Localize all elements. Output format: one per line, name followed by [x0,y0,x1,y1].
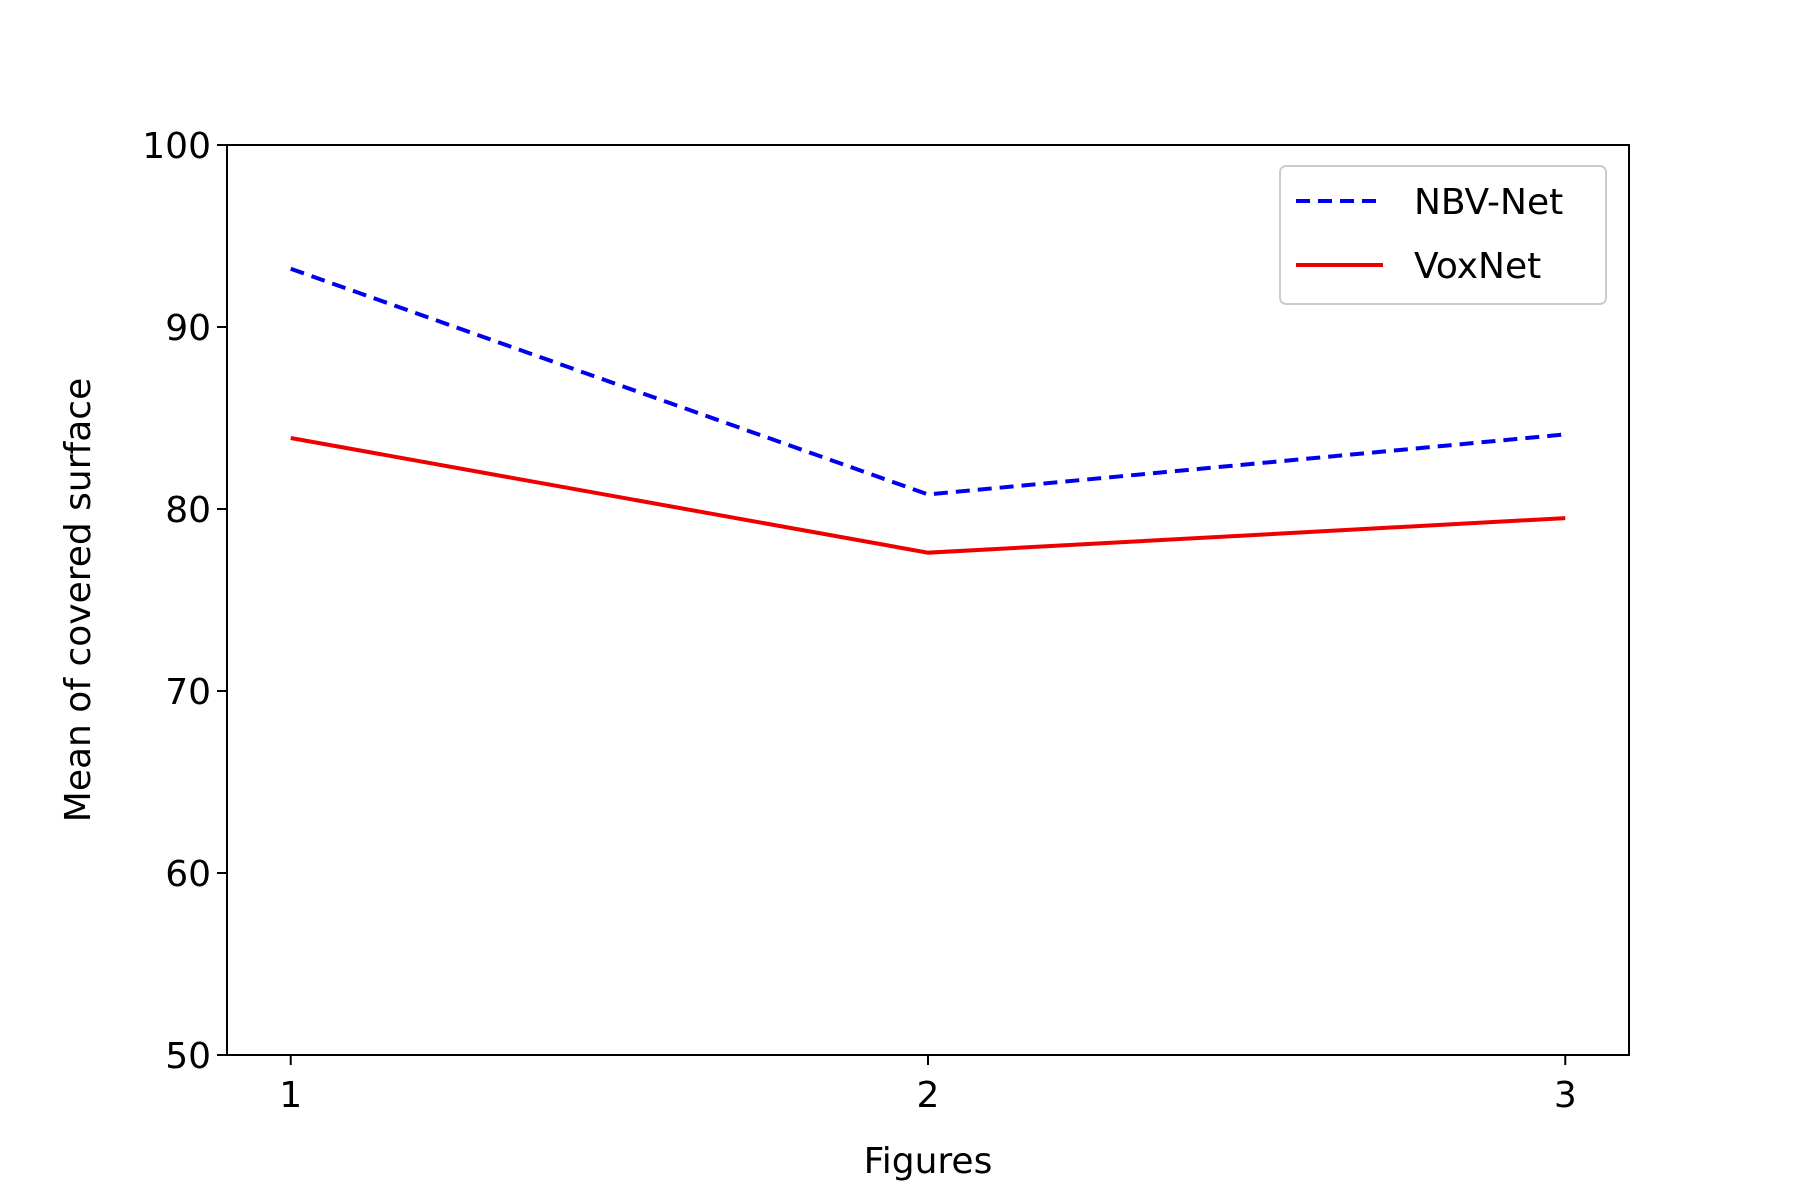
y-axis-label: Mean of covered surface [58,378,99,822]
y-tick-label: 50 [165,1036,211,1077]
legend-box [1279,165,1607,305]
x-axis-label: Figures [864,1141,993,1182]
y-tick-label: 70 [165,672,211,713]
series-layer [290,266,1566,555]
x-axis: 1 2 3 [279,1055,1577,1116]
series-line-nbv-net [290,266,1566,497]
legend-label-nbv-net: NBV-Net [1414,182,1563,223]
y-tick-label: 80 [165,490,211,531]
y-tick-label: 60 [165,854,211,895]
y-tick-label: 100 [142,126,211,167]
legend-label-voxnet: VoxNet [1414,246,1541,287]
y-tick-label: 90 [165,308,211,349]
x-tick-label: 1 [279,1075,302,1116]
y-axis: 50 60 70 80 90 100 [142,126,227,1077]
x-tick-label: 3 [1554,1075,1577,1116]
x-tick-label: 2 [917,1075,940,1116]
legend: NBV-Net VoxNet [1279,165,1607,305]
series-line-voxnet [290,436,1566,555]
